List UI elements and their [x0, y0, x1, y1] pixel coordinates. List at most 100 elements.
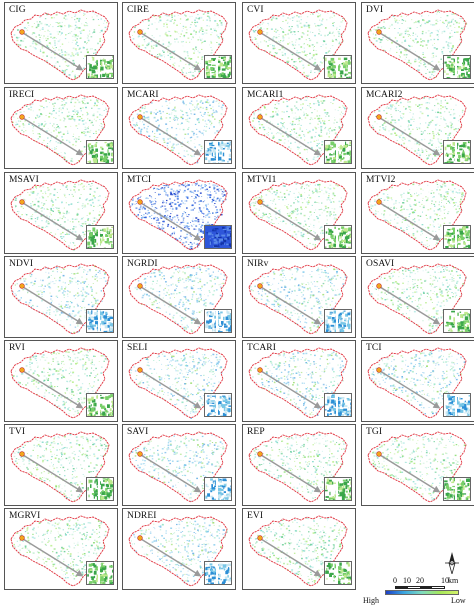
map-panel-mgrvi: MGRVI — [4, 508, 118, 590]
index-map — [128, 431, 228, 503]
study-area-boundary — [10, 515, 110, 587]
map-panel-tcari: TCARI — [242, 340, 356, 422]
map-panel-rvi: RVI — [4, 340, 118, 422]
zoom-arrow — [379, 370, 441, 409]
zoom-inset — [324, 477, 352, 501]
index-map — [128, 9, 228, 81]
zoom-arrow — [140, 202, 202, 241]
index-pixels — [371, 349, 466, 415]
zoom-arrow — [260, 202, 322, 241]
map-panel-savi: SAVI — [122, 424, 236, 506]
scale-bar-line — [395, 586, 445, 589]
index-map — [248, 515, 348, 587]
site-marker — [137, 29, 143, 35]
site-marker — [257, 199, 263, 205]
index-map — [367, 347, 467, 419]
site-marker — [137, 367, 143, 373]
zoom-inset — [86, 225, 114, 249]
study-area-boundary — [248, 94, 348, 166]
map-panel-dvi: DVI — [361, 2, 474, 84]
panel-label: EVI — [247, 511, 264, 521]
site-marker — [137, 283, 143, 289]
panel-label: REP — [247, 427, 265, 437]
panel-label: CIRE — [127, 5, 150, 15]
panel-label: MTVI1 — [247, 175, 277, 185]
map-legend: 0 10 20 10 km High Low — [361, 508, 472, 606]
index-pixels — [370, 265, 467, 334]
zoom-inset — [86, 55, 114, 79]
zoom-inset — [443, 55, 471, 79]
zoom-inset — [324, 140, 352, 164]
zoom-arrow — [260, 454, 322, 493]
map-panel-tgi: TGI — [361, 424, 474, 506]
index-pixels — [131, 432, 225, 502]
study-area-boundary — [248, 263, 348, 335]
zoom-inset — [86, 561, 114, 585]
zoom-arrow — [22, 117, 84, 156]
site-marker — [19, 367, 25, 373]
site-marker — [257, 451, 263, 457]
zoom-inset — [443, 225, 471, 249]
zoom-arrow — [22, 286, 84, 325]
site-marker — [19, 29, 25, 35]
zoom-arrow — [22, 454, 84, 493]
scale-tick-2: 20 — [416, 576, 424, 585]
panel-label: MTCI — [127, 175, 152, 185]
panel-label: DVI — [366, 5, 384, 15]
study-area-boundary — [10, 9, 110, 81]
zoom-arrow — [379, 117, 441, 156]
zoom-inset — [443, 477, 471, 501]
index-map — [367, 179, 467, 251]
panel-label: NDREI — [127, 511, 157, 521]
index-map — [248, 263, 348, 335]
site-marker — [376, 283, 382, 289]
panel-label: MCARI2 — [366, 90, 403, 100]
site-marker — [376, 29, 382, 35]
site-marker — [19, 535, 25, 541]
panel-label: RVI — [9, 343, 25, 353]
map-panel-mcari1: MCARI1 — [242, 87, 356, 169]
zoom-arrow — [260, 286, 322, 325]
zoom-inset — [86, 309, 114, 333]
site-marker — [257, 535, 263, 541]
study-area-boundary — [248, 9, 348, 81]
zoom-inset — [204, 477, 232, 501]
study-area-boundary — [10, 347, 110, 419]
index-map — [128, 263, 228, 335]
site-marker — [257, 283, 263, 289]
zoom-inset — [324, 561, 352, 585]
zoom-inset — [86, 477, 114, 501]
panel-label: SAVI — [127, 427, 149, 437]
index-pixels — [130, 182, 228, 250]
zoom-inset — [204, 55, 232, 79]
map-panel-ndrei: NDREI — [122, 508, 236, 590]
panel-label: IRECI — [9, 90, 35, 100]
color-ramp — [385, 590, 459, 595]
scale-unit: km — [448, 576, 459, 585]
map-panel-mcari: MCARI — [122, 87, 236, 169]
zoom-arrow — [22, 538, 84, 577]
study-area-boundary — [10, 431, 110, 503]
study-area-boundary — [10, 94, 110, 166]
site-marker — [257, 114, 263, 120]
site-marker — [137, 199, 143, 205]
zoom-inset — [324, 55, 352, 79]
zoom-inset — [204, 225, 232, 249]
index-pixels — [12, 348, 109, 416]
index-pixels — [13, 10, 108, 79]
zoom-inset — [86, 140, 114, 164]
map-panel-mtvi1: MTVI1 — [242, 172, 356, 254]
zoom-inset — [324, 309, 352, 333]
zoom-arrow — [140, 538, 202, 577]
study-area-boundary — [128, 94, 228, 166]
scale-tick-1: 10 — [403, 576, 411, 585]
index-map — [128, 347, 228, 419]
site-marker — [257, 29, 263, 35]
map-panel-ndvi: NDVI — [4, 256, 118, 338]
zoom-arrow — [140, 32, 202, 71]
panel-label: CVI — [247, 5, 264, 15]
north-arrow-icon — [445, 552, 459, 574]
panel-label: TCARI — [247, 343, 276, 353]
panel-label: SELI — [127, 343, 148, 353]
